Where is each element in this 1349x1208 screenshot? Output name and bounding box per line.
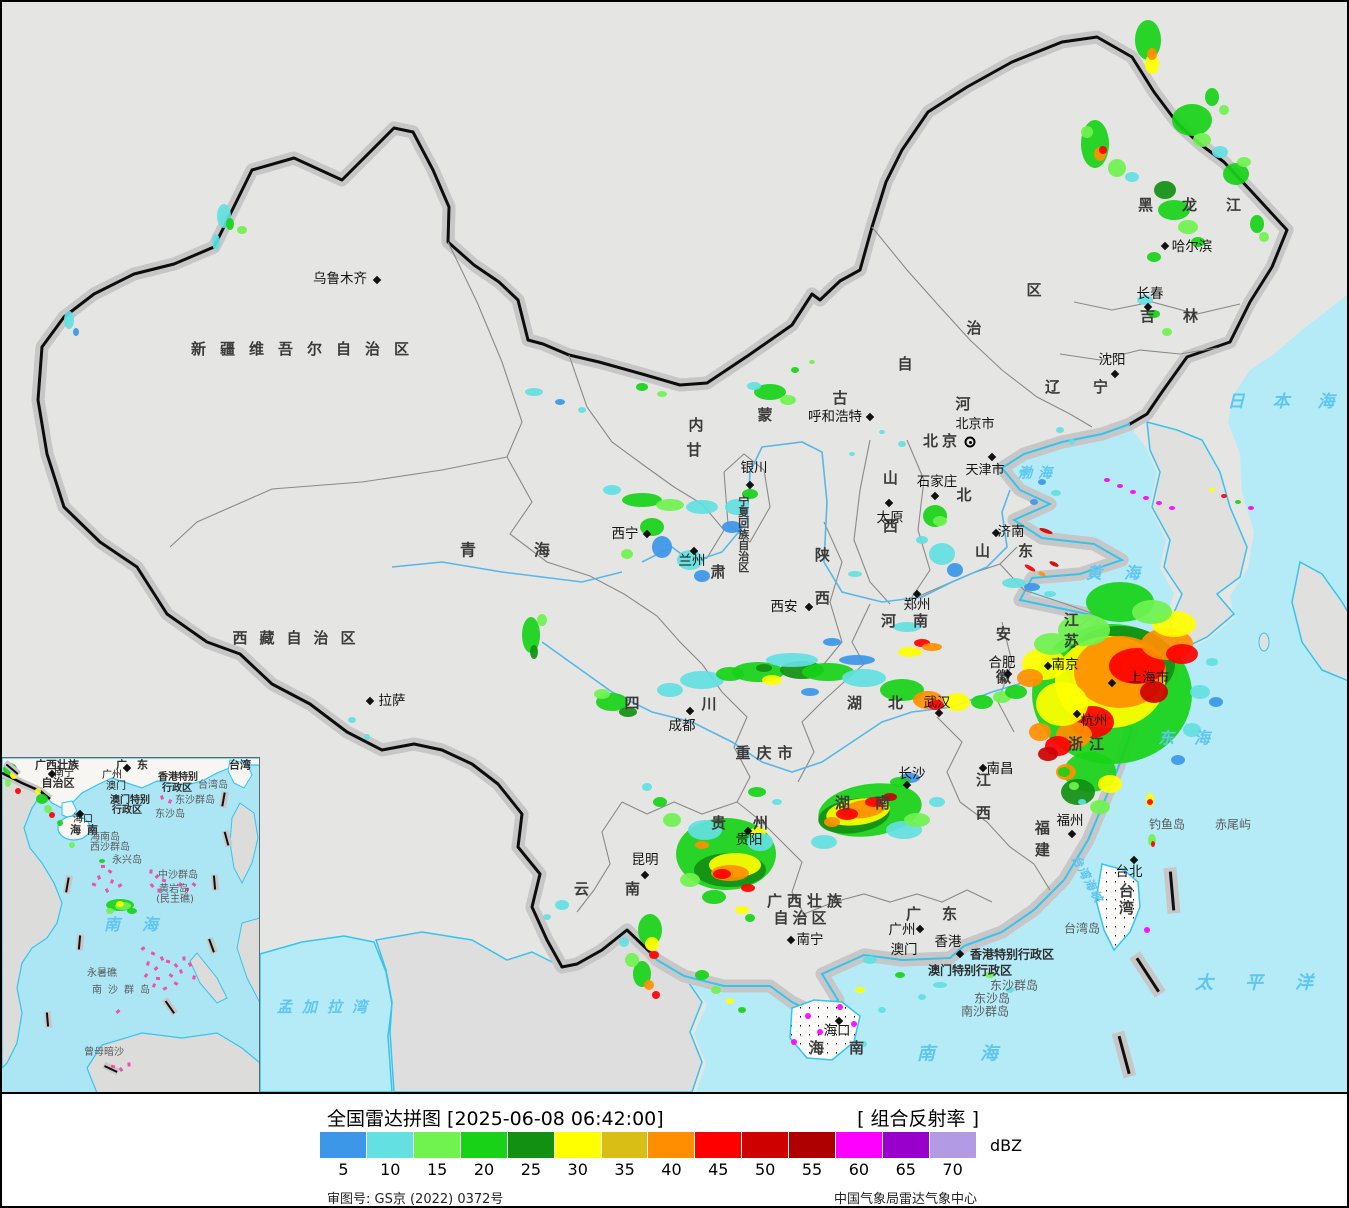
inset-leizhou: [61, 800, 78, 819]
scale-value: 45: [708, 1160, 729, 1179]
agency-credit: 中国气象局雷达气象中心: [833, 1192, 977, 1207]
scale-value: 60: [848, 1160, 870, 1179]
scale-value: 65: [895, 1160, 916, 1179]
scale-color-cell: [320, 1132, 366, 1158]
unit-label: dBZ: [990, 1136, 1023, 1155]
scale-value: 70: [942, 1160, 963, 1179]
scale-color-cell: [648, 1132, 695, 1158]
scale-value: 25: [520, 1160, 542, 1179]
scale-color-cell: [742, 1132, 789, 1158]
inset-hainan: [57, 815, 91, 841]
inset-mindanao: [236, 917, 259, 1003]
legend-product-label: [ 组合反射率 ]: [857, 1108, 979, 1130]
scale-value: 30: [567, 1160, 588, 1179]
reflectivity-scale-values: 5 10 15 20 25 30 35 40 45 50 55 60 65 70: [320, 1160, 976, 1179]
map-license-number: 审图号: GS京 (2022) 0372号: [327, 1192, 504, 1207]
legend-title: 全国雷达拼图 [2025-06-08 06:42:00]: [327, 1108, 664, 1130]
scale-color-cell: [601, 1132, 648, 1158]
korea-peninsula: [1146, 420, 1248, 652]
legend-bar: 全国雷达拼图 [2025-06-08 06:42:00] [ 组合反射率 ] 5…: [2, 1092, 1347, 1207]
scale-color-cell: [695, 1132, 742, 1158]
china-radar-map[interactable]: 新疆维吾尔自治区 西藏自治区 青海甘肃内蒙古自治区山西河北山东 河南 陕西四川湖北 安徽江…: [2, 2, 1347, 1092]
scale-value: 50: [754, 1160, 776, 1179]
reflectivity-color-scale: [320, 1132, 976, 1158]
scale-color-cell: [883, 1132, 929, 1158]
china-land-border: [36, 35, 1289, 969]
scale-color-cell: [929, 1132, 976, 1158]
scale-value: 10: [380, 1160, 401, 1179]
scale-color-cell: [507, 1132, 554, 1158]
japan-kyushu: [1291, 560, 1347, 682]
scale-value: 5: [338, 1160, 349, 1179]
scale-color-cell: [554, 1132, 601, 1158]
scale-value: 35: [614, 1160, 635, 1179]
scale-value: 20: [473, 1160, 495, 1179]
scale-value: 55: [801, 1160, 823, 1179]
sea-bay-of-bengal: [259, 935, 393, 1092]
scale-value: 40: [661, 1160, 682, 1179]
inset-palawan: [189, 952, 228, 1004]
inset-borneo: [86, 1032, 259, 1092]
south-china-sea-inset[interactable]: 广西壮族 自治区 广东 香港特别 行政区 澳门特别 行政区 台湾 海南 台湾岛 东沙群岛 东沙岛 海南岛…: [2, 757, 260, 1092]
inset-base-map: [2, 758, 259, 1092]
inset-taiwan: [227, 759, 253, 789]
scale-color-cell: [413, 1132, 460, 1158]
inset-luzon: [229, 802, 259, 885]
scale-value: 15: [426, 1160, 448, 1179]
scale-color-cell: [366, 1132, 413, 1158]
scale-color-cell: [460, 1132, 507, 1158]
scale-color-cell: [836, 1132, 883, 1158]
taiwan-island: [1095, 863, 1141, 952]
tsushima-island: [1258, 632, 1270, 652]
scale-color-cell: [789, 1132, 836, 1158]
